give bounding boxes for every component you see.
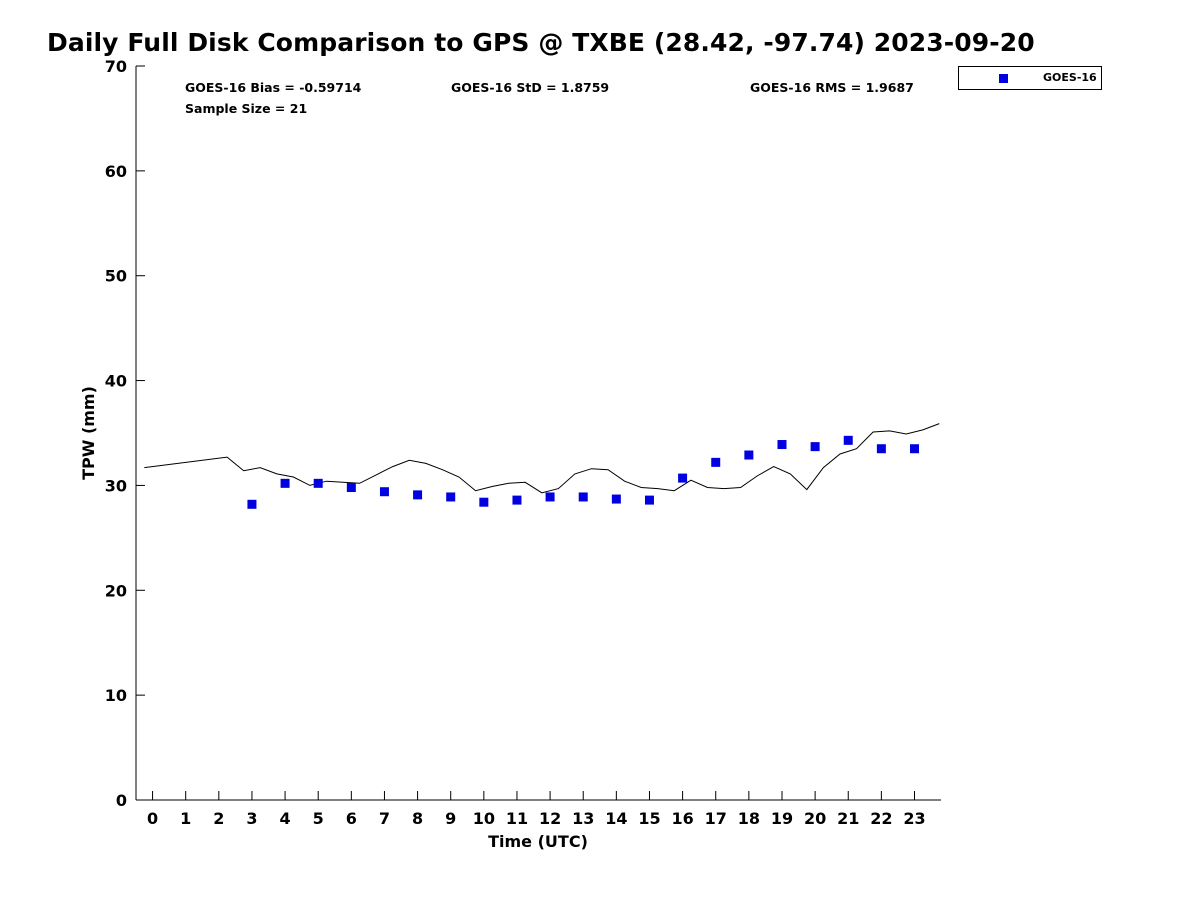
goes16-data-point [777, 440, 787, 450]
x-tick-label: 17 [705, 809, 727, 828]
goes16-data-point [578, 492, 588, 502]
x-tick-label: 15 [638, 809, 660, 828]
x-axis-label: Time (UTC) [488, 832, 588, 851]
x-tick-label: 5 [313, 809, 324, 828]
goes16-data-point [545, 492, 555, 502]
x-tick-label: 21 [837, 809, 859, 828]
x-tick-label: 16 [671, 809, 693, 828]
y-tick-label: 40 [105, 372, 127, 391]
x-tick-label: 8 [412, 809, 423, 828]
legend-label: GOES-16 [1043, 71, 1097, 84]
x-tick-label: 12 [539, 809, 561, 828]
x-tick-label: 2 [213, 809, 224, 828]
y-tick-label: 60 [105, 162, 127, 181]
y-tick-label: 30 [105, 476, 127, 495]
x-tick-label: 6 [346, 809, 357, 828]
sample-size-stat: Sample Size = 21 [185, 101, 308, 116]
legend-marker-square [999, 74, 1008, 83]
goes16-data-point [313, 478, 323, 488]
goes16-data-point [876, 444, 886, 454]
goes16-data-point [644, 495, 654, 505]
goes16-data-point [512, 495, 522, 505]
y-axis-label: TPW (mm) [79, 386, 98, 480]
y-tick-label: 20 [105, 581, 127, 600]
bias-stat: GOES-16 Bias = -0.59714 [185, 80, 362, 95]
y-tick-label: 70 [105, 57, 127, 76]
x-tick-label: 1 [180, 809, 191, 828]
goes16-data-point [346, 483, 356, 493]
goes16-data-point [810, 442, 820, 452]
goes16-data-point [413, 490, 423, 500]
goes16-data-point [379, 487, 389, 497]
x-tick-label: 11 [506, 809, 528, 828]
goes16-data-point [909, 444, 919, 454]
chart-title: Daily Full Disk Comparison to GPS @ TXBE… [47, 28, 1035, 57]
x-tick-label: 0 [147, 809, 158, 828]
y-tick-label: 10 [105, 686, 127, 705]
goes16-data-point [446, 492, 456, 502]
goes16-data-point [843, 435, 853, 445]
goes16-data-point [744, 450, 754, 460]
x-tick-label: 22 [870, 809, 892, 828]
x-tick-label: 9 [445, 809, 456, 828]
x-tick-label: 20 [804, 809, 826, 828]
x-tick-label: 23 [903, 809, 925, 828]
rms-stat: GOES-16 RMS = 1.9687 [750, 80, 914, 95]
y-tick-label: 0 [116, 791, 127, 810]
x-tick-label: 3 [246, 809, 257, 828]
x-tick-label: 14 [605, 809, 627, 828]
goes16-data-point [711, 457, 721, 467]
reference-line [144, 423, 940, 494]
x-tick-label: 13 [572, 809, 594, 828]
y-tick-label: 50 [105, 267, 127, 286]
std-stat: GOES-16 StD = 1.8759 [451, 80, 610, 95]
legend: GOES-16 [958, 66, 1102, 90]
goes16-data-point [678, 473, 688, 483]
goes16-data-point [479, 497, 489, 507]
x-tick-label: 10 [473, 809, 495, 828]
goes16-data-point [247, 499, 257, 509]
goes16-data-point [280, 478, 290, 488]
goes16-data-point [611, 494, 621, 504]
x-tick-label: 18 [738, 809, 760, 828]
x-tick-label: 7 [379, 809, 390, 828]
x-tick-label: 19 [771, 809, 793, 828]
x-tick-label: 4 [280, 809, 291, 828]
